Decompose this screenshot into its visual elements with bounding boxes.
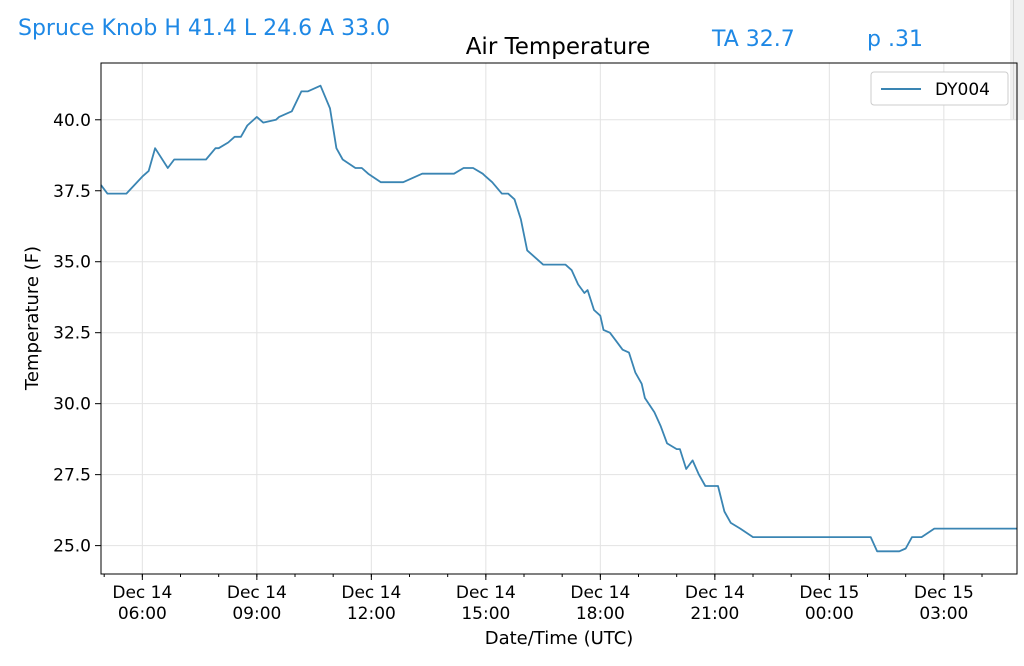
x-tick-label-date: Dec 14 (341, 583, 401, 603)
x-tick-label-time: 12:00 (347, 604, 396, 624)
x-tick-label-time: 00:00 (805, 604, 854, 624)
x-tick-label-time: 18:00 (576, 604, 625, 624)
y-tick-label: 35.0 (53, 253, 91, 273)
app-header: Spruce Knob H 41.4 L 24.6 A 33.0 TA 32.7… (0, 0, 1024, 56)
plot-frame (100, 62, 1018, 575)
y-tick-label: 25.0 (53, 537, 91, 557)
y-axis: 25.0 27.5 30.0 32.5 35.0 37.5 40.0 (53, 111, 101, 557)
y-tick-label: 37.5 (53, 182, 91, 202)
y-tick-label: 27.5 (53, 466, 91, 486)
x-tick-label-date: Dec 15 (914, 583, 974, 603)
x-tick-label-date: Dec 14 (227, 583, 287, 603)
station-summary: Spruce Knob H 41.4 L 24.6 A 33.0 (18, 16, 391, 41)
x-tick-label-time: 21:00 (690, 604, 739, 624)
x-tick-label-time: 03:00 (919, 604, 968, 624)
series-line-dy004 (100, 84, 1017, 553)
legend: DY004 (870, 71, 1009, 106)
chart-title: Air Temperature (466, 34, 651, 60)
y-axis-label: Temperature (F) (22, 246, 43, 391)
y-tick-label: 30.0 (53, 395, 91, 415)
y-tick-label: 40.0 (53, 111, 91, 131)
x-tick-label-time: 09:00 (232, 604, 281, 624)
x-axis-label: Date/Time (UTC) (485, 628, 634, 649)
grid (101, 63, 1017, 574)
side-panel-edge (1010, 0, 1024, 120)
x-tick-label-date: Dec 15 (799, 583, 859, 603)
x-tick-label-time: 15:00 (461, 604, 510, 624)
ta-value: TA 32.7 (712, 27, 795, 52)
x-tick-label-date: Dec 14 (685, 583, 745, 603)
x-tick-label-date: Dec 14 (112, 583, 172, 603)
legend-label: DY004 (935, 80, 990, 100)
p-value: p .31 (867, 27, 923, 52)
x-tick-label-time: 06:00 (118, 604, 167, 624)
x-tick-label-date: Dec 14 (456, 583, 516, 603)
x-tick-label-date: Dec 14 (570, 583, 630, 603)
y-tick-label: 32.5 (53, 324, 91, 344)
